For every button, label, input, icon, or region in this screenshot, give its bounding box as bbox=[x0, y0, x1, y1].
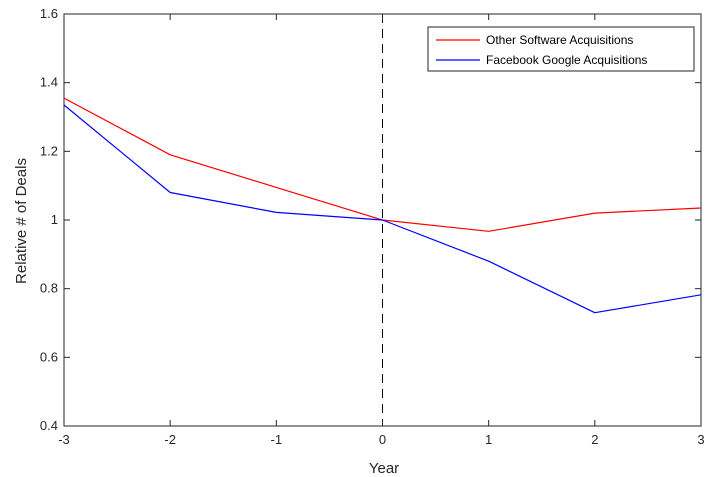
y-tick-label: 1.2 bbox=[40, 143, 58, 158]
plot-area bbox=[63, 13, 702, 427]
y-tick-label: 0.8 bbox=[40, 281, 58, 296]
legend: Other Software Acquisitions Facebook Goog… bbox=[427, 26, 695, 72]
x-tick-label: -2 bbox=[164, 432, 176, 447]
y-tick-label: 0.6 bbox=[40, 349, 58, 364]
x-tick-label: -1 bbox=[271, 432, 283, 447]
y-axis-label: Relative # of Deals bbox=[13, 158, 30, 284]
y-tick-label: 1 bbox=[51, 212, 58, 227]
y-tick-label: 1.6 bbox=[40, 6, 58, 21]
x-axis-label: Year bbox=[369, 460, 399, 477]
legend-label-0: Other Software Acquisitions bbox=[486, 33, 633, 47]
legend-label-1: Facebook Google Acquisitions bbox=[486, 53, 647, 67]
x-axis-ticks: -3 -2 -1 0 1 2 3 bbox=[58, 14, 705, 447]
x-tick-label: -3 bbox=[58, 432, 70, 447]
legend-box bbox=[427, 26, 695, 72]
y-tick-label: 0.4 bbox=[40, 418, 58, 433]
y-tick-label: 1.4 bbox=[40, 75, 58, 90]
x-tick-label: 3 bbox=[697, 432, 704, 447]
x-tick-label: 0 bbox=[379, 432, 386, 447]
x-tick-label: 2 bbox=[591, 432, 598, 447]
x-tick-label: 1 bbox=[485, 432, 492, 447]
series-line-1 bbox=[63, 104, 702, 314]
y-axis-ticks: 0.4 0.6 0.8 1 1.2 1.4 1.6 bbox=[40, 6, 701, 433]
